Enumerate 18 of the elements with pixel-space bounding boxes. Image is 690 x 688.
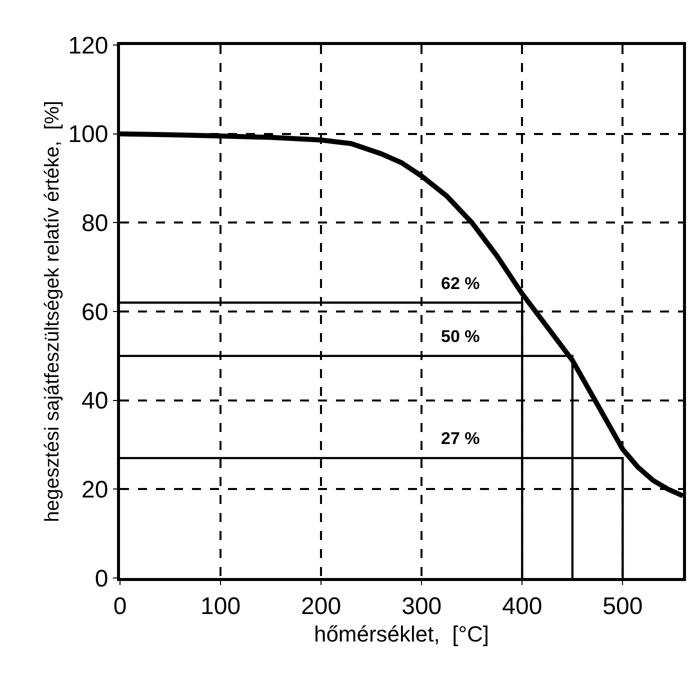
- y-tick-label: 40: [81, 388, 108, 415]
- x-axis-title: hőmérséklet, [°C]: [314, 622, 490, 647]
- x-tick-label: 0: [113, 592, 127, 620]
- y-tick-label: 120: [68, 32, 108, 60]
- annotation: 62 %: [441, 274, 480, 293]
- y-tick-label: 100: [68, 121, 108, 148]
- x-tick-label: 100: [200, 592, 241, 620]
- x-tick-label: 500: [602, 592, 643, 620]
- y-tick-label: 80: [81, 210, 108, 238]
- annotation: 50 %: [441, 327, 480, 346]
- x-tick-label: 400: [502, 592, 542, 620]
- y-tick-label: 20: [81, 476, 108, 504]
- y-tick-label: 60: [81, 298, 108, 326]
- annotation: 27 %: [441, 429, 480, 448]
- x-tick-label: 200: [301, 592, 342, 620]
- y-tick-label: 0: [94, 565, 108, 592]
- x-tick-label: 300: [402, 592, 442, 620]
- y-axis-title: hegesztési sajátfeszültségek relatív értéke, [%]: [42, 100, 64, 522]
